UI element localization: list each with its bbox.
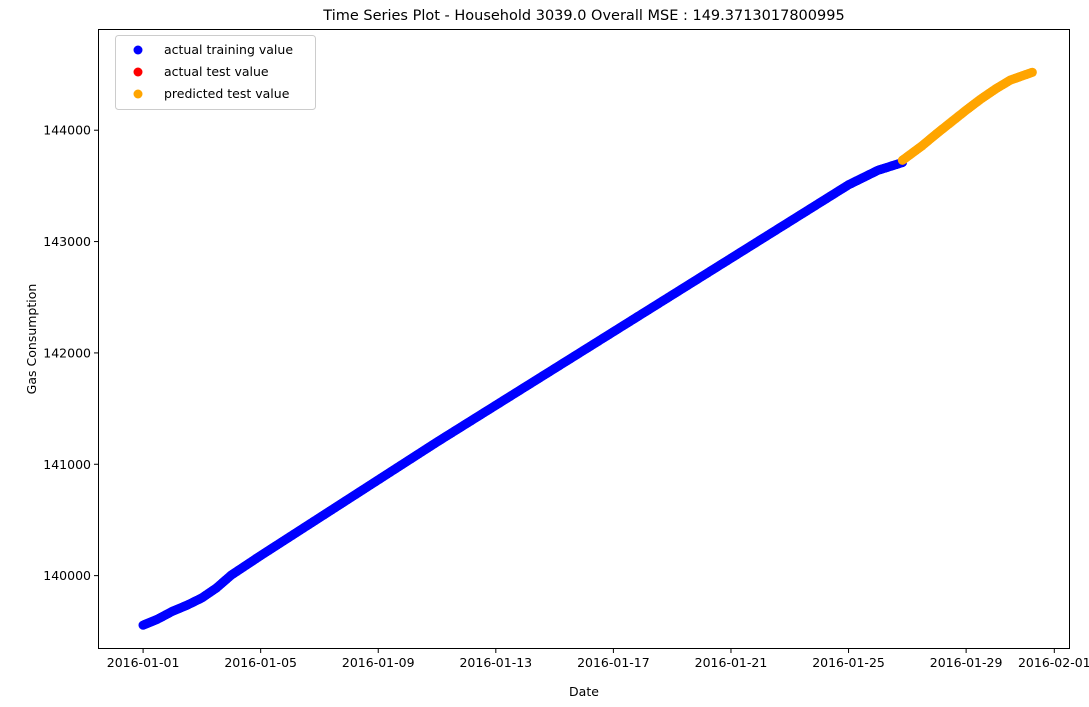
legend: actual training value actual test value …: [115, 35, 316, 110]
chart-title: Time Series Plot - Household 3039.0 Over…: [322, 8, 844, 24]
y-tick-label: 141000: [43, 457, 91, 472]
x-tick-label: 2016-01-21: [695, 655, 768, 670]
legend-marker-predicted-test: [133, 89, 143, 99]
x-tick-label: 2016-01-13: [459, 655, 532, 670]
legend-box: [115, 35, 316, 110]
y-tick-label: 140000: [43, 568, 91, 583]
legend-marker-actual-test: [133, 67, 143, 77]
x-tick-label: 2016-01-01: [107, 655, 180, 670]
y-axis-label: Gas Consumption: [24, 284, 39, 395]
y-tick-label: 144000: [43, 123, 91, 138]
x-axis: 2016-01-01 2016-01-05 2016-01-09 2016-01-13…: [107, 648, 1089, 670]
plot-frame: [98, 29, 1070, 649]
x-tick-label: 2016-02-01: [1018, 655, 1089, 670]
series-0: [138, 157, 908, 630]
x-axis-label: Date: [569, 684, 599, 699]
series-2: [897, 67, 1037, 165]
legend-label-predicted-test: predicted test value: [164, 86, 290, 101]
data-point: [1027, 67, 1037, 77]
y-tick-label: 142000: [43, 345, 91, 360]
legend-marker-actual-training: [133, 45, 143, 55]
x-tick-label: 2016-01-09: [342, 655, 415, 670]
legend-label-actual-training: actual training value: [164, 42, 293, 57]
plot-area: [138, 67, 1037, 630]
x-tick-label: 2016-01-17: [577, 655, 650, 670]
x-tick-label: 2016-01-29: [930, 655, 1003, 670]
x-tick-label: 2016-01-05: [224, 655, 297, 670]
y-axis: 140000 141000 142000 143000 144000: [43, 123, 99, 583]
x-tick-label: 2016-01-25: [812, 655, 885, 670]
legend-label-actual-test: actual test value: [164, 64, 269, 79]
y-tick-label: 143000: [43, 234, 91, 249]
